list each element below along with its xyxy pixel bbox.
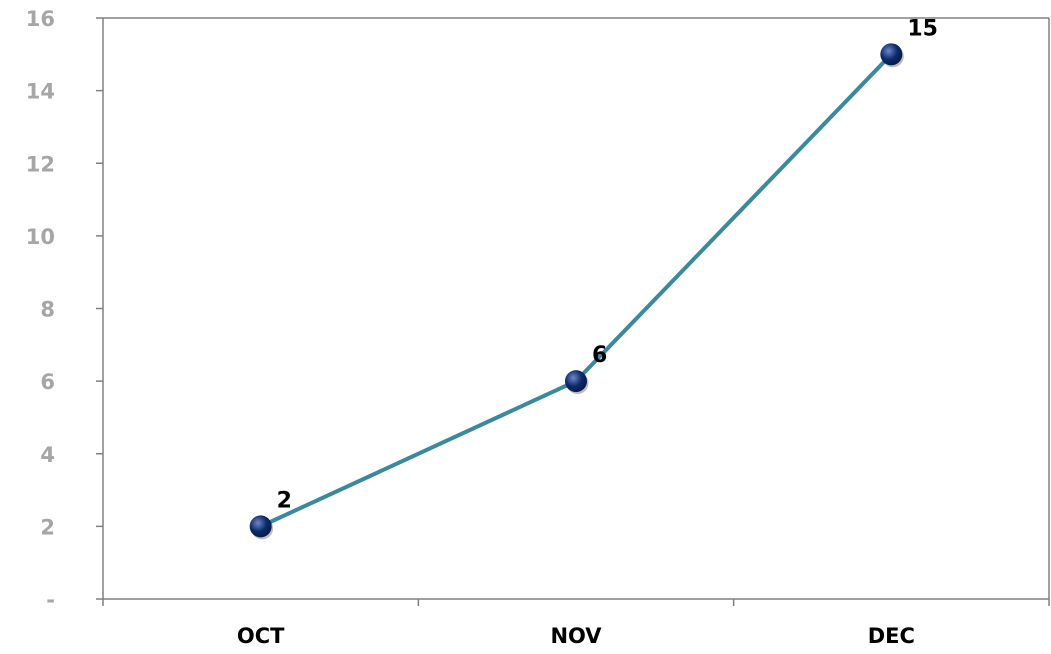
data-labels-group: 2 6 15	[277, 16, 938, 513]
y-tick-label: -	[46, 588, 55, 612]
data-point-marker	[880, 43, 903, 66]
y-tick-label: 6	[40, 370, 55, 394]
y-tick-label: 14	[26, 80, 55, 104]
y-axis: - 2 4 6 8 10 12 14 16	[26, 7, 104, 612]
y-tick-label: 4	[40, 443, 55, 467]
x-axis: OCT NOV DEC	[102, 598, 1050, 648]
x-tick-label: DEC	[868, 624, 915, 648]
data-label: 6	[592, 343, 607, 368]
plot-frame	[103, 17, 1050, 599]
series-group	[249, 43, 904, 540]
y-tick-label: 2	[40, 515, 55, 539]
x-tick-label: NOV	[550, 624, 602, 648]
x-tick-label: OCT	[237, 624, 285, 648]
y-tick-label: 12	[26, 152, 55, 176]
data-point-marker	[249, 515, 272, 538]
y-tick-label: 16	[26, 7, 55, 31]
data-label: 2	[277, 488, 292, 513]
data-point-marker	[565, 370, 587, 393]
y-tick-label: 8	[40, 298, 55, 322]
y-tick-label: 10	[26, 225, 55, 249]
series-line	[259, 52, 893, 529]
data-label: 15	[907, 16, 938, 41]
